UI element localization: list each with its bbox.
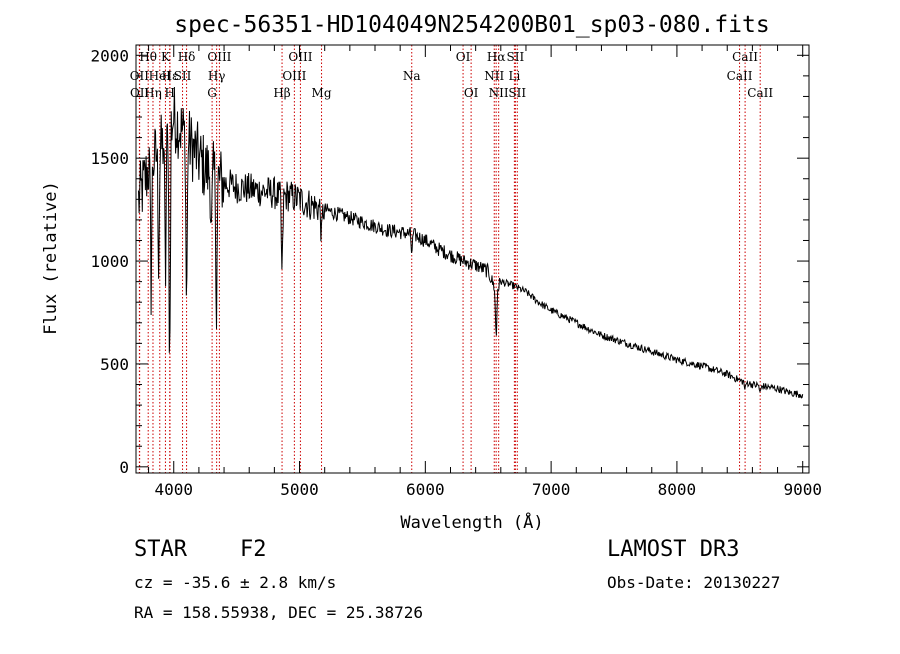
spectral-line-label: SII [507, 50, 525, 64]
spectral-line-label: Mg [312, 86, 332, 100]
spectral-line-label: CaII [732, 50, 758, 64]
x-tick-label: 9000 [783, 480, 822, 499]
y-tick-label: 2000 [90, 46, 129, 65]
spectral-line-label: Hβ [273, 86, 290, 100]
redshift-text: cz = -35.6 ± 2.8 km/s [134, 573, 337, 592]
chart-title: spec-56351-HD104049N254200B01_sp03-080.f… [174, 12, 769, 38]
spectral-line-label: Hα [487, 50, 506, 64]
spectral-line-label: SII [174, 69, 192, 83]
spectral-line-label: NII [484, 69, 504, 83]
spectral-line-label: K [161, 50, 171, 64]
y-tick-label: 1500 [90, 149, 129, 168]
object-subclass: F2 [240, 537, 267, 562]
spectral-line-label: H [164, 86, 174, 100]
y-axis-label: Flux (relative) [41, 181, 61, 335]
spectral-line-label: OIII [282, 69, 306, 83]
spectral-line-label: OI [456, 50, 471, 64]
x-tick-label: 5000 [280, 480, 319, 499]
x-tick-label: 4000 [154, 480, 193, 499]
spectrum-line [138, 86, 804, 399]
coordinates: RA = 158.55938, DEC = 25.38726 [134, 603, 423, 622]
x-axis-label: Wavelength (Å) [400, 511, 543, 533]
spectral-line-label: OI [464, 86, 479, 100]
spectral-line-label: Na [403, 69, 421, 83]
spectral-line-label: Hδ [178, 50, 196, 64]
y-tick-label: 0 [119, 458, 129, 477]
obs-date: Obs-Date: 20130227 [607, 573, 781, 592]
spectral-line-label: NII [489, 86, 509, 100]
x-tick-label: 8000 [658, 480, 697, 499]
x-tick-label: 6000 [406, 480, 445, 499]
spectral-line-label: G [207, 86, 217, 100]
y-tick-label: 1000 [90, 252, 129, 271]
survey-name: LAMOST DR3 [607, 537, 740, 562]
plot-frame [135, 44, 810, 474]
spectral-line-label: SII [508, 86, 526, 100]
spectral-line-label: HeI [149, 69, 172, 83]
object-class: STAR [134, 537, 187, 562]
spectral-line-label: Hη [144, 86, 162, 100]
spectral-line-label: CaII [747, 86, 773, 100]
x-tick-label: 7000 [532, 480, 571, 499]
y-tick-label: 500 [100, 355, 129, 374]
spectral-line-label: Hγ [208, 69, 226, 83]
spectral-line-label: Li [508, 69, 520, 83]
spectral-line-label: Hε [162, 69, 179, 83]
spectral-line-label: OIII [207, 50, 231, 64]
spectral-line-label: OII [130, 86, 150, 100]
spectral-line-label: CaII [727, 69, 753, 83]
spectral-line-label: Hθ [139, 50, 157, 64]
spectral-line-label: OIII [288, 50, 312, 64]
